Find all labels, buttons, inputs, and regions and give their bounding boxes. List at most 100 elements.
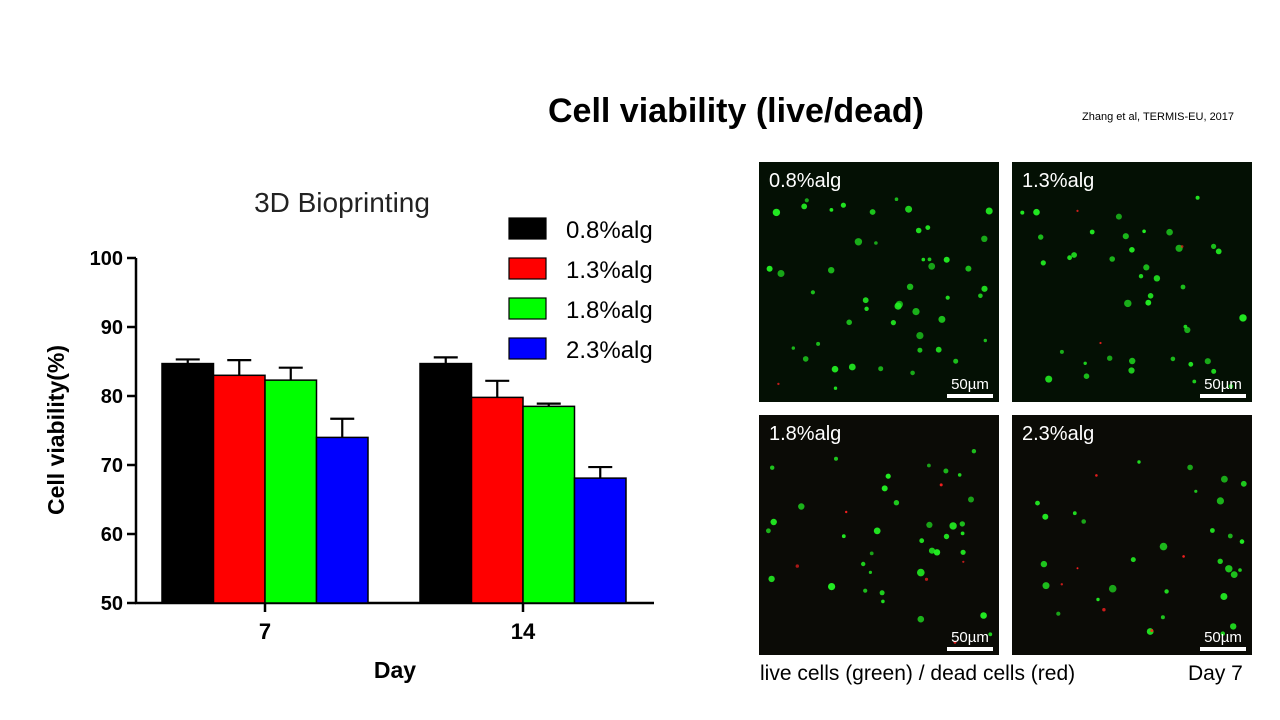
dead-cell bbox=[1095, 474, 1098, 477]
live-cell bbox=[935, 346, 942, 353]
live-cell bbox=[873, 527, 881, 535]
live-cell bbox=[928, 262, 936, 270]
live-cell bbox=[1042, 513, 1049, 520]
live-cell bbox=[953, 358, 959, 364]
dead-cell bbox=[924, 577, 929, 581]
live-cell bbox=[1170, 356, 1176, 362]
legend-label: 0.8%alg bbox=[566, 217, 653, 244]
live-cell bbox=[1129, 357, 1136, 365]
chart-title: 3D Bioprinting bbox=[254, 187, 430, 218]
dead-cell bbox=[1076, 209, 1079, 212]
live-cell bbox=[1225, 565, 1233, 573]
x-tick-label: 14 bbox=[511, 619, 536, 644]
live-cell bbox=[894, 197, 899, 201]
live-cell bbox=[906, 283, 914, 290]
live-cell bbox=[1195, 195, 1200, 200]
live-cell bbox=[890, 320, 896, 326]
live-cell bbox=[770, 465, 775, 470]
live-cell bbox=[1071, 252, 1077, 258]
live-cell bbox=[848, 363, 856, 371]
live-cell bbox=[1184, 326, 1191, 334]
live-cell bbox=[816, 341, 821, 346]
cell-field bbox=[766, 197, 993, 390]
live-cell bbox=[1083, 373, 1090, 379]
live-cell bbox=[1129, 247, 1135, 253]
live-cell bbox=[1072, 511, 1077, 516]
scale-bar-line bbox=[947, 394, 993, 398]
live-cell bbox=[1204, 358, 1211, 365]
legend-swatch bbox=[508, 257, 547, 280]
live-cell bbox=[983, 338, 987, 343]
live-cell bbox=[862, 297, 869, 304]
dead-cell bbox=[1060, 583, 1063, 586]
scale-bar: 50µm bbox=[947, 377, 993, 398]
live-cell bbox=[1159, 542, 1168, 551]
y-tick-label: 100 bbox=[90, 248, 123, 270]
live-cell bbox=[1089, 229, 1095, 235]
y-tick-label: 50 bbox=[101, 593, 123, 615]
live-cell bbox=[829, 208, 834, 212]
live-cell bbox=[885, 473, 891, 479]
dead-cell bbox=[777, 382, 780, 386]
live-cell bbox=[1137, 460, 1141, 464]
live-cell bbox=[916, 332, 924, 340]
legend-label: 2.3%alg bbox=[566, 337, 653, 364]
micrograph-panel-3: 1.8%alg 50µm bbox=[759, 415, 999, 655]
live-cell bbox=[925, 225, 931, 230]
live-cell bbox=[810, 290, 815, 295]
scale-bar: 50µm bbox=[1200, 377, 1246, 398]
live-cell bbox=[772, 208, 781, 217]
bar bbox=[264, 379, 318, 604]
dead-cell bbox=[1076, 567, 1079, 570]
live-cell bbox=[1194, 489, 1198, 493]
cell-field bbox=[1020, 195, 1247, 389]
live-cell bbox=[1192, 379, 1197, 384]
dead-cell bbox=[1180, 245, 1184, 248]
micrograph-panel-2: 1.3%alg 50µm bbox=[1012, 162, 1252, 402]
live-cell bbox=[863, 588, 868, 593]
live-cell bbox=[933, 549, 941, 556]
y-tick-label: 80 bbox=[101, 386, 123, 408]
bar bbox=[470, 396, 524, 604]
scale-bar-line bbox=[1200, 394, 1246, 398]
bar bbox=[419, 362, 473, 604]
live-cell bbox=[1109, 256, 1115, 262]
live-cell bbox=[1211, 243, 1217, 249]
scale-bar-label: 50µm bbox=[951, 629, 989, 646]
panel-label: 1.3%alg bbox=[1022, 170, 1095, 192]
live-cell bbox=[1220, 631, 1225, 636]
live-cell bbox=[1238, 568, 1242, 572]
live-cell bbox=[1240, 480, 1247, 487]
live-cell bbox=[881, 485, 888, 492]
live-cell bbox=[915, 227, 922, 234]
live-cell bbox=[828, 267, 835, 274]
live-cell bbox=[985, 207, 993, 215]
live-cell bbox=[1124, 299, 1132, 308]
live-cell bbox=[1145, 299, 1152, 306]
live-cell bbox=[1239, 314, 1247, 322]
dead-cell bbox=[1102, 608, 1106, 612]
live-cell bbox=[957, 473, 962, 477]
live-cell bbox=[1210, 528, 1215, 533]
live-cell bbox=[981, 235, 988, 242]
live-cell bbox=[834, 456, 838, 461]
live-cell bbox=[1038, 234, 1044, 240]
live-cell bbox=[1211, 368, 1217, 374]
live-cell bbox=[1096, 597, 1100, 602]
micrograph-caption: live cells (green) / dead cells (red) bbox=[760, 662, 1076, 685]
live-cell bbox=[927, 257, 932, 262]
live-cell bbox=[894, 302, 902, 310]
live-cell bbox=[777, 270, 785, 277]
scale-bar: 50µm bbox=[1200, 630, 1246, 651]
live-cell bbox=[1122, 233, 1129, 240]
live-cell bbox=[846, 319, 852, 326]
x-tick-label: 7 bbox=[259, 619, 271, 644]
live-cell bbox=[938, 315, 946, 323]
live-cell bbox=[1040, 560, 1048, 568]
live-cell bbox=[766, 265, 773, 272]
live-cell bbox=[893, 500, 900, 506]
bar-chart: 3D Bioprinting 50 60 70 80 90 100 7 14 0.8%alg 1… bbox=[43, 187, 654, 683]
live-cell bbox=[1164, 589, 1169, 594]
live-cell bbox=[912, 308, 920, 316]
live-cell bbox=[945, 295, 950, 300]
